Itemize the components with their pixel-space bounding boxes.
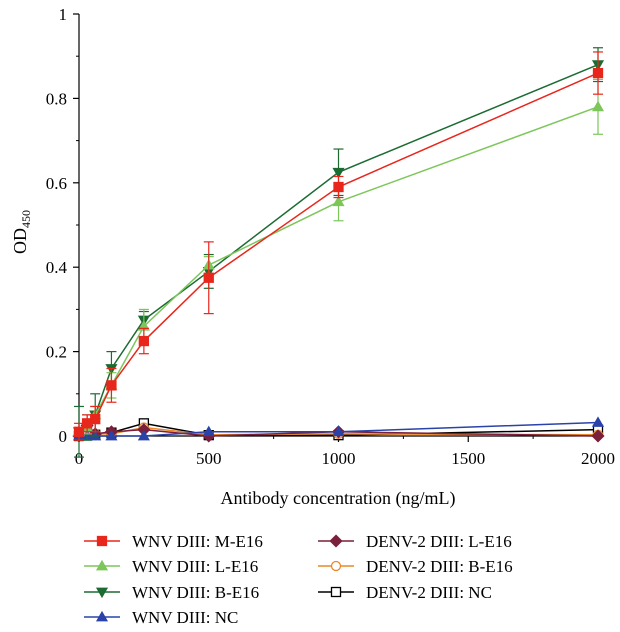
y-axis-title: OD450 (10, 210, 33, 254)
data-point (138, 335, 150, 347)
data-point (73, 426, 85, 437)
series-line (78, 63, 599, 433)
x-tick-label: 500 (196, 449, 222, 468)
legend-item-2: WNV DIII: B-E16 (84, 583, 259, 602)
data-point (137, 429, 150, 441)
y-tick-label: 0 (59, 427, 68, 446)
legend-item-6: DENV-2 DIII: NC (318, 583, 492, 602)
legend-label: DENV-2 DIII: B-E16 (366, 557, 513, 576)
series-line (78, 72, 599, 433)
legend-swatch-marker (330, 560, 342, 572)
data-point (592, 67, 604, 79)
legend-label: WNV DIII: B-E16 (132, 583, 259, 602)
data-point (105, 429, 118, 441)
legend-swatch-marker (96, 535, 108, 547)
legend-label: WNV DIII: L-E16 (132, 557, 258, 576)
legend-swatch-marker (95, 610, 109, 622)
legend-label: DENV-2 DIII: NC (366, 583, 492, 602)
x-tick-label: 2000 (581, 449, 615, 468)
y-tick-label: 0.8 (46, 89, 67, 108)
legend-item-3: WNV DIII: NC (84, 608, 238, 627)
y-axis-title-subscript: 450 (19, 210, 33, 228)
series-0 (73, 51, 604, 441)
data-point (90, 413, 101, 425)
y-axis-title-main: OD (10, 228, 30, 254)
y-tick-label: 0.2 (46, 343, 67, 362)
x-tick-label: 1500 (451, 449, 485, 468)
legend-swatch-marker (95, 559, 109, 571)
data-point (591, 100, 605, 112)
data-point (332, 167, 345, 179)
data-point (332, 195, 345, 207)
legend-label: WNV DIII: NC (132, 608, 238, 627)
x-axis-title: Antibody concentration (ng/mL) (221, 488, 456, 509)
data-point (332, 425, 345, 437)
legend-label: WNV DIII: M-E16 (132, 532, 263, 551)
axes: 0 0.2 0.4 0.6 0.8 1 0 500 1000 1500 2000 (46, 5, 615, 468)
data-point (106, 380, 117, 391)
data-point (591, 416, 605, 427)
data-point (203, 272, 214, 283)
series-1 (72, 78, 605, 437)
y-tick-label: 0.6 (46, 174, 67, 193)
x-tick-label: 0 (75, 449, 84, 468)
y-tick-label: 1 (59, 5, 68, 24)
legend-swatch-marker (330, 586, 342, 598)
legend: WNV DIII: M-E16 WNV DIII: L-E16 WNV DIII: … (84, 532, 513, 627)
y-tick-label: 0.4 (46, 258, 68, 277)
y-axis-title-text: OD450 (10, 210, 33, 254)
data-point (591, 429, 605, 443)
legend-swatch-marker (329, 534, 343, 548)
data-point (333, 181, 344, 193)
legend-swatch-marker (95, 587, 109, 599)
series-2 (72, 47, 605, 458)
legend-item-0: WNV DIII: M-E16 (84, 532, 263, 551)
legend-item-4: DENV-2 DIII: L-E16 (318, 532, 512, 551)
legend-item-5: DENV-2 DIII: B-E16 (318, 557, 513, 576)
plot-area (72, 47, 605, 458)
legend-item-1: WNV DIII: L-E16 (84, 557, 258, 576)
legend-label: DENV-2 DIII: L-E16 (366, 532, 512, 551)
data-point (202, 425, 215, 437)
x-tick-label: 1000 (322, 449, 356, 468)
